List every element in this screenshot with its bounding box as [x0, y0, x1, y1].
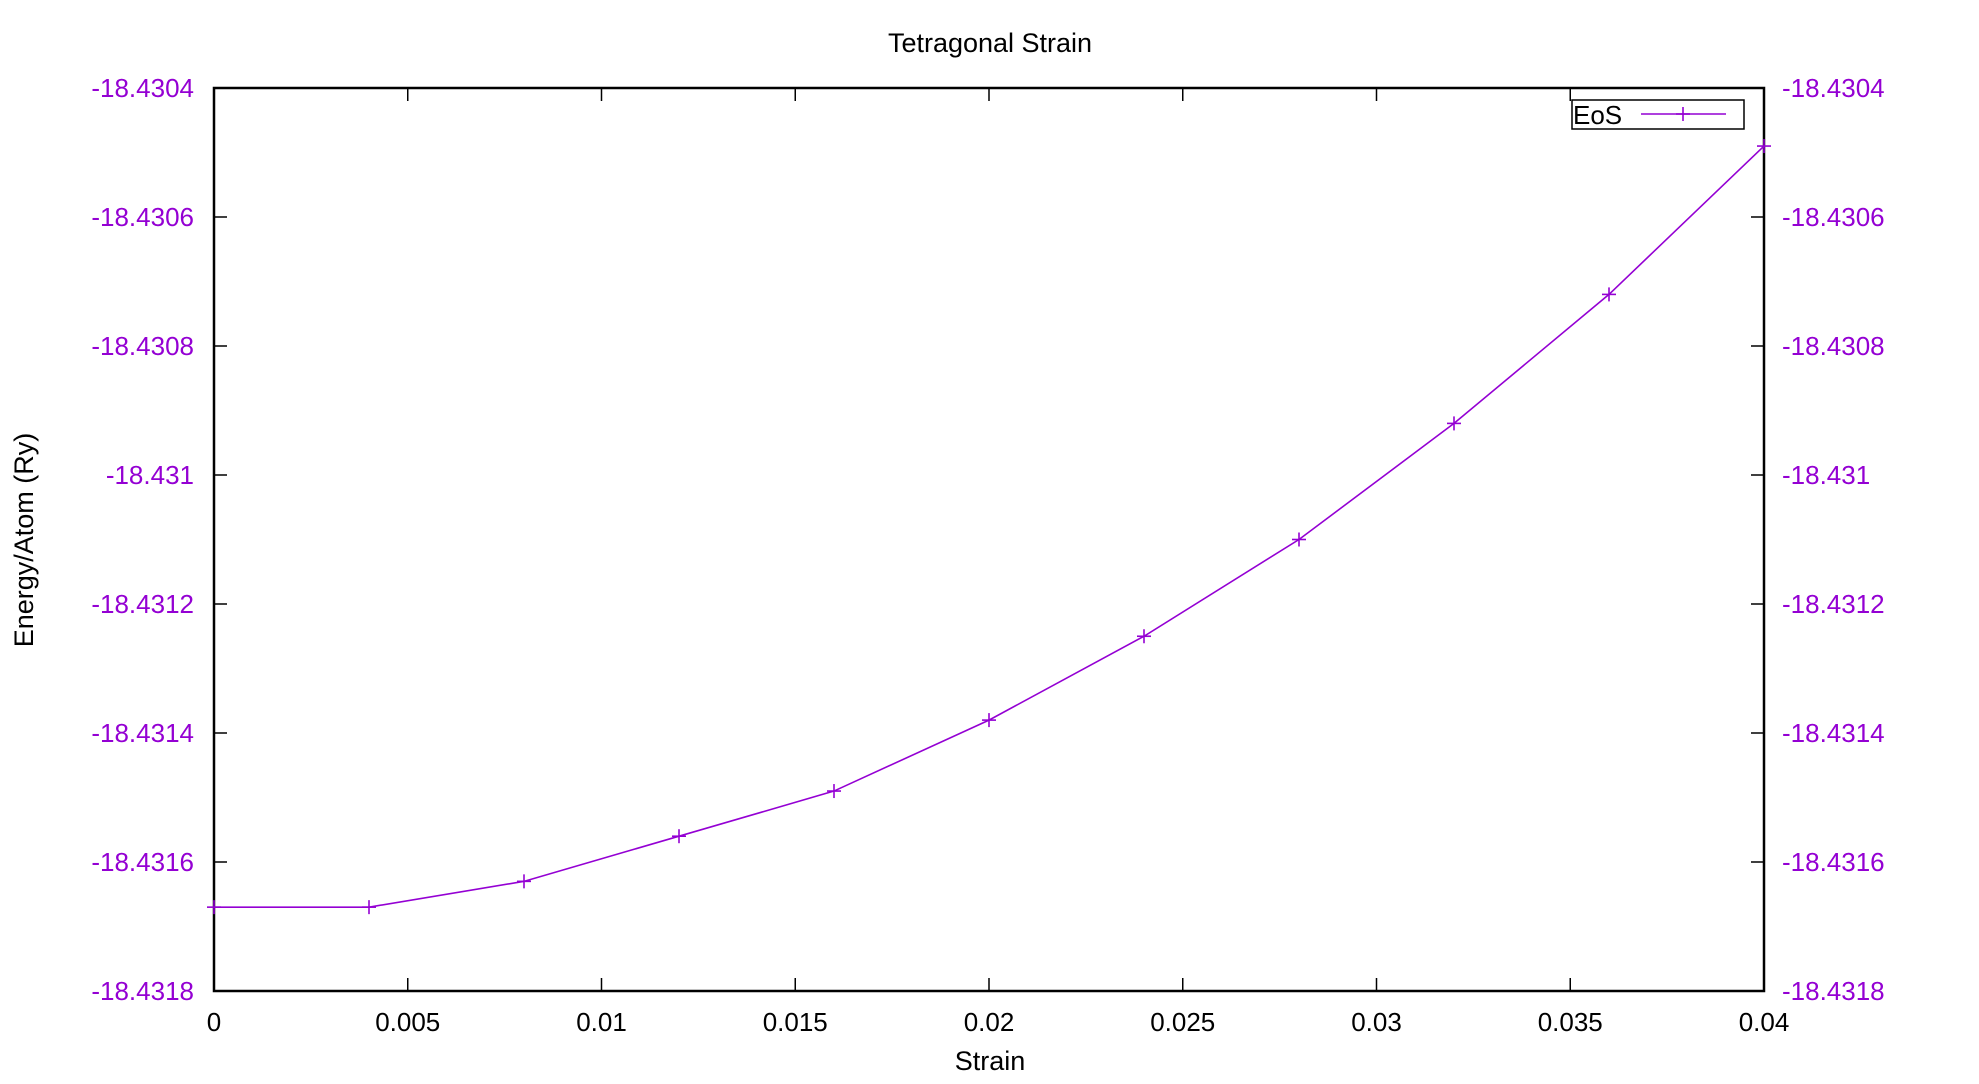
y-tick-label-right: -18.4316: [1782, 847, 1885, 877]
y-tick-label-left: -18.4308: [91, 331, 194, 361]
x-tick-label: 0.035: [1538, 1007, 1603, 1037]
y-tick-label-right: -18.4304: [1782, 73, 1885, 103]
y-tick-label-left: -18.4314: [91, 718, 194, 748]
chart-title: Tetragonal Strain: [888, 28, 1092, 58]
x-tick-label: 0.04: [1739, 1007, 1790, 1037]
data-point: [1137, 629, 1151, 644]
x-tick-label: 0: [207, 1007, 221, 1037]
legend-label: EoS: [1573, 100, 1622, 130]
data-layer: [207, 139, 1771, 915]
data-point: [1292, 532, 1306, 547]
data-point: [827, 784, 841, 799]
plot-frame: [212, 86, 1766, 993]
data-point: [1602, 287, 1616, 302]
y-tick-label-left: -18.4306: [91, 202, 194, 232]
y-tick-label-left: -18.4318: [91, 976, 194, 1006]
y-tick-label-left: -18.4316: [91, 847, 194, 877]
x-tick-label: 0.01: [576, 1007, 627, 1037]
x-tick-label: 0.005: [375, 1007, 440, 1037]
data-point: [982, 713, 996, 728]
x-tick-label: 0.03: [1351, 1007, 1402, 1037]
y-tick-label-left: -18.431: [106, 460, 194, 490]
y-tick-label-right: -18.4314: [1782, 718, 1885, 748]
data-point: [207, 900, 221, 915]
series-line: [214, 145, 1765, 908]
data-point: [672, 829, 686, 844]
x-axis-label: Strain: [955, 1046, 1026, 1076]
y-tick-label-left: -18.4312: [91, 589, 194, 619]
y-tick-label-right: -18.431: [1782, 460, 1870, 490]
y-tick-label-right: -18.4318: [1782, 976, 1885, 1006]
data-point: [517, 874, 531, 889]
x-tick-label: 0.02: [964, 1007, 1015, 1037]
y-axis-label: Energy/Atom (Ry): [9, 433, 39, 648]
y-tick-label-right: -18.4308: [1782, 331, 1885, 361]
data-point: [362, 900, 376, 915]
axes-layer: 0 0.005 0.01 0.015 0.02 0.025 0.03 0.035 0.04-18…: [91, 73, 1884, 1037]
y-tick-label-right: -18.4306: [1782, 202, 1885, 232]
data-point: [1447, 416, 1461, 431]
y-tick-label-right: -18.4312: [1782, 589, 1885, 619]
legend: EoS: [1571, 99, 1745, 130]
x-tick-label: 0.015: [763, 1007, 828, 1037]
y-tick-label-left: -18.4304: [91, 73, 194, 103]
data-point: [1757, 139, 1771, 154]
x-tick-label: 0.025: [1150, 1007, 1215, 1037]
